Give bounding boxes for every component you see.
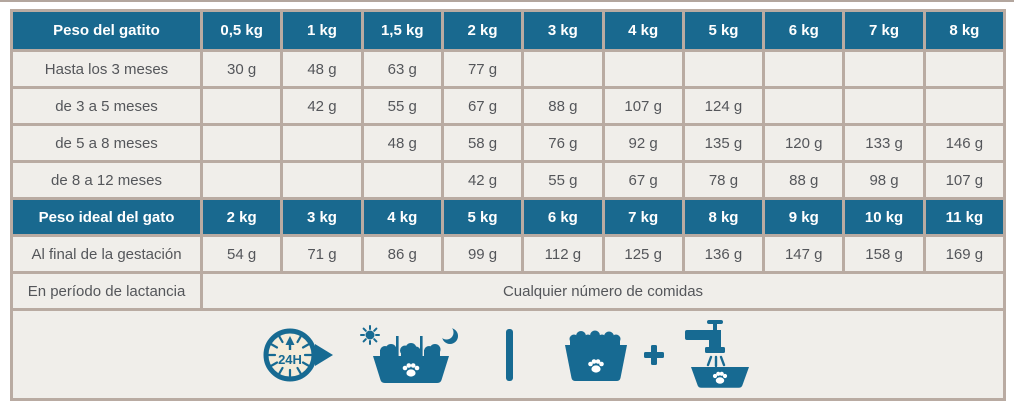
row-label: de 8 a 12 meses <box>13 163 200 197</box>
dose-cell <box>925 52 1003 86</box>
dose-cell <box>604 52 682 86</box>
header-col-7kg: 7 kg <box>845 12 923 49</box>
header-ideal-cat-weight: Peso ideal del gato <box>13 200 200 234</box>
header-col-5kg: 5 kg <box>684 12 763 49</box>
dose-cell: 78 g <box>684 163 763 197</box>
dose-cell: 30 g <box>203 52 281 86</box>
feeding-table: Peso del gatito 0,5 kg 1 kg 1,5 kg 2 kg … <box>10 9 1006 401</box>
header2-col-7kg: 7 kg <box>604 200 682 234</box>
dose-cell: 76 g <box>524 126 602 160</box>
dose-cell: 55 g <box>524 163 602 197</box>
header2-col-3kg: 3 kg <box>283 200 361 234</box>
dose-cell: 147 g <box>765 237 843 271</box>
dose-cell: 146 g <box>925 126 1003 160</box>
header-col-6kg: 6 kg <box>765 12 843 49</box>
dose-cell: 48 g <box>363 126 441 160</box>
dose-cell <box>283 126 361 160</box>
dose-cell: 48 g <box>283 52 361 86</box>
header-col-0_5kg: 0,5 kg <box>203 12 281 49</box>
dose-cell <box>845 89 923 123</box>
header2-col-8kg: 8 kg <box>684 200 763 234</box>
header2-col-6kg: 6 kg <box>524 200 602 234</box>
dose-cell: 158 g <box>845 237 923 271</box>
dose-cell: 67 g <box>443 89 522 123</box>
dose-cell: 125 g <box>604 237 682 271</box>
header2-col-4kg: 4 kg <box>363 200 441 234</box>
day-night-feeding-bowl-icon <box>359 324 462 385</box>
row-label: Al final de la gestación <box>13 237 200 271</box>
row-label-lactation: En período de lactancia <box>13 274 200 308</box>
dose-cell: 77 g <box>443 52 522 86</box>
dose-cell: 112 g <box>524 237 602 271</box>
dose-cell: 135 g <box>684 126 763 160</box>
dose-cell: 124 g <box>684 89 763 123</box>
dose-cell <box>363 163 441 197</box>
dose-cell: 86 g <box>363 237 441 271</box>
header-col-1_5kg: 1,5 kg <box>363 12 441 49</box>
24h-clock-icon: 24H <box>262 325 336 385</box>
header-col-2kg: 2 kg <box>443 12 522 49</box>
dose-cell <box>203 163 281 197</box>
header-col-8kg: 8 kg <box>925 12 1003 49</box>
dose-cell: 98 g <box>845 163 923 197</box>
food-bowl-icon <box>561 326 631 384</box>
plus-icon <box>643 344 665 366</box>
row-label: de 3 a 5 meses <box>13 89 200 123</box>
dose-cell: 71 g <box>283 237 361 271</box>
dose-cell: 42 g <box>283 89 361 123</box>
dose-cell <box>684 52 763 86</box>
dose-cell <box>845 52 923 86</box>
dose-cell: 88 g <box>524 89 602 123</box>
dose-cell <box>203 126 281 160</box>
lactation-value: Cualquier número de comidas <box>203 274 1003 308</box>
dose-cell: 169 g <box>925 237 1003 271</box>
dose-cell <box>524 52 602 86</box>
svg-text:24H: 24H <box>278 352 302 367</box>
dose-cell: 107 g <box>925 163 1003 197</box>
dose-cell: 107 g <box>604 89 682 123</box>
dose-cell: 133 g <box>845 126 923 160</box>
dose-cell: 136 g <box>684 237 763 271</box>
top-divider-line <box>0 0 1014 2</box>
dose-cell <box>203 89 281 123</box>
divider-bar <box>505 328 513 381</box>
dose-cell: 99 g <box>443 237 522 271</box>
feeding-guidelines-strip: 24H <box>13 311 1003 398</box>
header-kitten-weight: Peso del gatito <box>13 12 200 49</box>
dose-cell: 58 g <box>443 126 522 160</box>
row-label: de 5 a 8 meses <box>13 126 200 160</box>
header2-col-9kg: 9 kg <box>765 200 843 234</box>
dose-cell: 67 g <box>604 163 682 197</box>
header2-col-5kg: 5 kg <box>443 200 522 234</box>
dose-cell: 120 g <box>765 126 843 160</box>
header-col-1kg: 1 kg <box>283 12 361 49</box>
dose-cell: 55 g <box>363 89 441 123</box>
header2-col-2kg: 2 kg <box>203 200 281 234</box>
row-label: Hasta los 3 meses <box>13 52 200 86</box>
dose-cell: 54 g <box>203 237 281 271</box>
header-col-4kg: 4 kg <box>604 12 682 49</box>
header2-col-10kg: 10 kg <box>845 200 923 234</box>
dose-cell: 63 g <box>363 52 441 86</box>
dose-cell: 42 g <box>443 163 522 197</box>
dose-cell <box>925 89 1003 123</box>
dose-cell <box>765 89 843 123</box>
dose-cell: 92 g <box>604 126 682 160</box>
dose-cell <box>765 52 843 86</box>
dose-cell <box>283 163 361 197</box>
header-col-3kg: 3 kg <box>524 12 602 49</box>
water-tap-bowl-icon <box>677 319 755 391</box>
header2-col-11kg: 11 kg <box>925 200 1003 234</box>
dose-cell: 88 g <box>765 163 843 197</box>
